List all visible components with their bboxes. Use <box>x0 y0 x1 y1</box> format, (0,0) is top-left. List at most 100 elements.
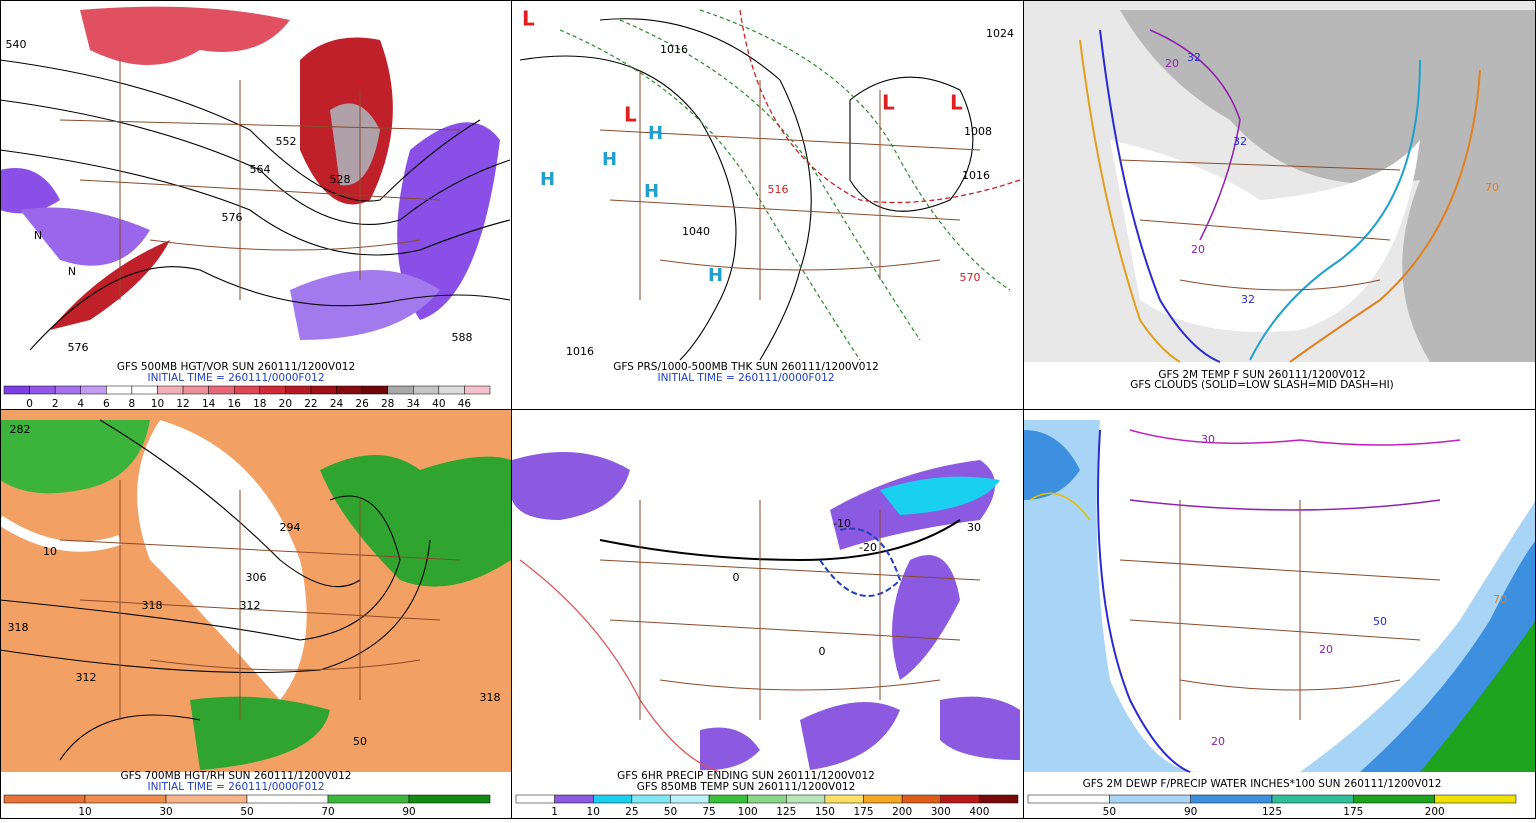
colorbar-label: 30 <box>159 806 172 818</box>
colorbar-swatch <box>84 794 167 804</box>
colorbar-swatch <box>3 794 86 804</box>
colorbar-label: 25 <box>625 806 638 818</box>
map-label: 1024 <box>986 27 1014 40</box>
colorbar-swatch <box>786 794 826 804</box>
colorbar-swatch <box>708 794 748 804</box>
colorbar-swatch <box>285 385 312 395</box>
colorbar-label: 26 <box>355 398 369 410</box>
map-label: 20 <box>1211 735 1225 748</box>
map-label: H <box>602 149 617 170</box>
map-label: -20 <box>859 541 877 554</box>
map-label: L <box>950 91 963 115</box>
caption: GFS 700MB HGT/RH SUN 260111/1200V012 <box>121 770 352 782</box>
caption: GFS CLOUDS (SOLID=LOW SLASH=MID DASH=HI) <box>1130 379 1394 391</box>
map-label: 312 <box>76 671 97 684</box>
map-label: L <box>624 103 637 127</box>
map-label: 570 <box>960 271 981 284</box>
colorbar-swatch <box>592 794 633 804</box>
caption: INITIAL TIME = 260111/0000F012 <box>657 372 834 384</box>
colorbar-label: 14 <box>202 398 216 410</box>
map-label: H <box>540 169 555 190</box>
map-700mb <box>0 410 511 772</box>
colorbar-label: 125 <box>776 806 796 818</box>
colorbar-swatch <box>438 385 465 395</box>
colorbar-label: 100 <box>738 806 758 818</box>
colorbar-label: 16 <box>228 398 242 410</box>
colorbar-label: 22 <box>304 398 317 410</box>
colorbar-label: 46 <box>458 398 472 410</box>
colorbar-label: 50 <box>664 806 677 818</box>
map-label: 294 <box>280 521 301 534</box>
map-label: 20 <box>1319 643 1333 656</box>
map-label: 30 <box>1201 433 1215 446</box>
colorbar-label: 90 <box>402 806 415 818</box>
colorbar-label: 6 <box>103 398 110 410</box>
colorbar-label: 28 <box>381 398 394 410</box>
colorbar-label: 34 <box>407 398 421 410</box>
map-label: 1016 <box>660 43 688 56</box>
map-label: 1016 <box>962 169 990 182</box>
map-label: H <box>644 181 659 202</box>
map-label: 50 <box>353 735 367 748</box>
map-label: N <box>34 229 42 242</box>
map-label: 528 <box>330 173 351 186</box>
caption: GFS PRS/1000-500MB THK SUN 260111/1200V0… <box>613 361 879 373</box>
colorbar-label: 200 <box>1425 806 1445 818</box>
map-label: 552 <box>276 135 297 148</box>
colorbar-swatch <box>824 794 864 804</box>
colorbar-swatch <box>1353 794 1435 804</box>
colorbar-swatch <box>464 385 491 395</box>
map-label: H <box>708 265 723 286</box>
colorbar-label: 10 <box>78 806 91 818</box>
colorbar-swatch <box>361 385 388 395</box>
colorbar-swatch <box>554 794 594 804</box>
map-label: 318 <box>480 691 501 704</box>
caption: GFS 2M DEWP F/PRECIP WATER INCHES*100 SU… <box>1083 778 1442 790</box>
map-label: 282 <box>10 423 31 436</box>
colorbar-swatch <box>1271 794 1354 804</box>
map-label: 10 <box>43 545 57 558</box>
colorbar-swatch <box>515 794 555 804</box>
map-label: 1040 <box>682 225 710 238</box>
map-label: 306 <box>246 571 267 584</box>
colorbar-swatch <box>259 385 286 395</box>
colorbar-swatch <box>408 794 491 804</box>
map-label: 540 <box>6 38 27 51</box>
map-label: 20 <box>1165 57 1179 70</box>
map-temp-clouds <box>1024 0 1536 363</box>
colorbar-swatch <box>106 385 133 395</box>
colorbar-label: 10 <box>151 398 164 410</box>
colorbar-label: 400 <box>969 806 989 818</box>
map-label: 50 <box>1373 615 1387 628</box>
map-label: 32 <box>1233 135 1247 148</box>
colorbar-label: 18 <box>253 398 266 410</box>
colorbar-label: 2 <box>52 398 59 410</box>
colorbar-swatch <box>1027 794 1110 804</box>
map-thickness <box>512 0 1023 362</box>
colorbar-swatch <box>131 385 158 395</box>
colorbar-swatch <box>310 385 337 395</box>
caption: INITIAL TIME = 260111/0000F012 <box>147 372 324 384</box>
colorbar-label: 200 <box>892 806 912 818</box>
colorbar-label: 40 <box>432 398 445 410</box>
colorbar-label: 125 <box>1262 806 1282 818</box>
map-label: 70 <box>1493 593 1507 606</box>
map-label: N <box>68 265 76 278</box>
caption: GFS 500MB HGT/VOR SUN 260111/1200V012 <box>117 361 355 373</box>
colorbar-label: 24 <box>330 398 344 410</box>
map-label: 318 <box>8 621 29 634</box>
colorbar-label: 0 <box>26 398 33 410</box>
colorbar-swatch <box>54 385 81 395</box>
colorbar-swatch <box>387 385 414 395</box>
map-dewpoint <box>1024 410 1536 773</box>
colorbar-label: 8 <box>129 398 136 410</box>
map-label: 0 <box>733 571 740 584</box>
colorbar-label: 12 <box>176 398 189 410</box>
colorbar-swatch <box>940 794 980 804</box>
map-label: 318 <box>142 599 163 612</box>
captions: GFS 500MB HGT/VOR SUN 260111/1200V012 IN… <box>117 361 1442 793</box>
map-label: 32 <box>1241 293 1255 306</box>
colorbar-swatch <box>165 794 248 804</box>
colorbar-label: 4 <box>77 398 84 410</box>
colorbar-label: 175 <box>854 806 874 818</box>
